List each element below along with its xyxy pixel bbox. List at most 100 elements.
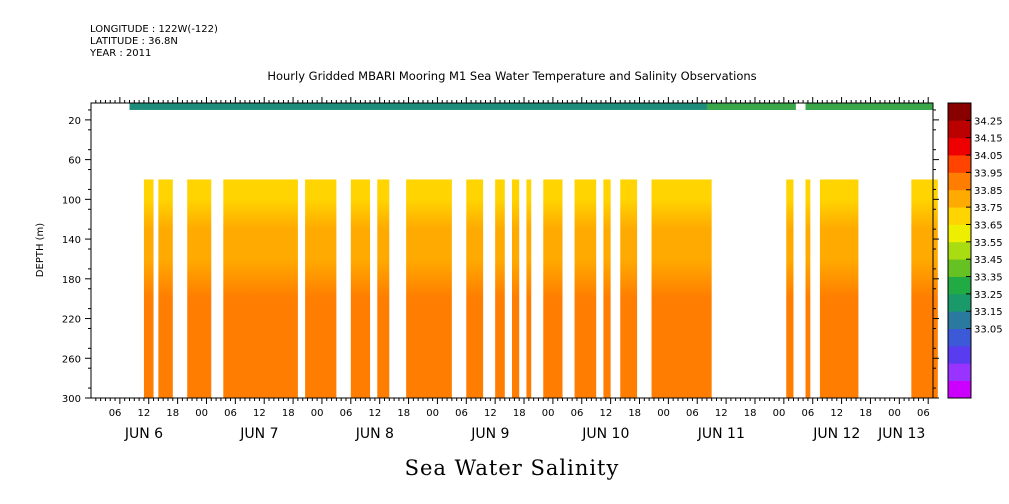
colorbar-swatch [948,328,971,347]
colorbar-swatch [948,155,971,173]
data-segment-9 [495,179,505,398]
plot-area [129,103,938,398]
x-hour-label: 06 [224,408,237,419]
colorbar-label: 33.05 [974,325,1003,336]
colorbar-label: 33.65 [974,220,1003,231]
x-hour-label: 18 [166,408,179,419]
x-hour-label: 18 [397,408,410,419]
x-hour-label: 12 [369,408,382,419]
x-hour-label: 06 [455,408,468,419]
data-segment-12 [543,179,563,398]
data-segment-16 [651,179,712,398]
x-hour-label: 12 [830,408,843,419]
data-segment-10 [512,179,520,398]
y-axis-label: DEPTH (m) [35,223,46,277]
chart-title: Hourly Gridded MBARI Mooring M1 Sea Wate… [267,69,756,83]
x-hour-label: 18 [744,408,757,419]
data-segment-0 [143,179,154,398]
data-segment-18 [805,179,811,398]
colorbar-label: 33.85 [974,186,1003,197]
x-day-label: JUN 9 [470,426,509,442]
x-hour-label: 12 [599,408,612,419]
x-hour-label: 06 [917,408,930,419]
colorbar-swatch [948,259,971,277]
data-segment-4 [305,179,337,398]
x-hour-label: 06 [802,408,815,419]
colorbar-swatch [948,224,971,243]
surface-salinity-band-east [706,103,933,110]
surface-gap [795,103,806,110]
y-tick-label: 300 [62,394,81,405]
data-segment-13 [574,179,597,398]
x-hour-label: 00 [773,408,786,419]
latitude-label: LATITUDE : 36.8N [90,36,178,47]
x-hour-label: 06 [340,408,353,419]
x-hour-label: 06 [686,408,699,419]
data-segment-19 [819,179,859,398]
colorbar-swatch [948,189,971,208]
colorbar-swatch [948,345,971,364]
x-hour-label: 18 [513,408,526,419]
x-day-label: JUN 6 [124,426,163,442]
data-segment-17 [786,179,794,398]
colorbar-label: 33.45 [974,255,1003,266]
y-tick-label: 60 [68,156,81,167]
colorbar-label: 33.15 [974,307,1003,318]
colorbar-frame [947,102,972,399]
x-hour-label: 00 [657,408,670,419]
x-hour-label: 12 [715,408,728,419]
data-segment-11 [526,179,532,398]
y-tick-label: 180 [62,275,81,286]
x-day-label: JUN 7 [239,426,278,442]
colorbar-label: 33.55 [974,238,1003,249]
colorbar-swatch [948,311,971,329]
axes: 20 60 100 140 180 220 260 300 06 12 18 00 06 12 18 00 06… [62,97,939,442]
colorbar-swatch [948,363,971,382]
data-segment-15 [620,179,638,398]
y-tick-label: 260 [62,354,81,365]
x-hour-label: 06 [109,408,122,419]
colorbar-swatch [948,103,971,121]
surface-salinity-band [129,103,933,110]
colorbar: 34.25 34.15 34.05 33.95 33.85 33.75 33.65 33.55… [947,102,1003,399]
x-hour-label: 12 [253,408,266,419]
x-hour-label: 06 [571,408,584,419]
x-day-label: JUN 10 [581,426,629,442]
x-hour-label: 12 [484,408,497,419]
x-day-label: JUN 12 [812,426,860,442]
longitude-label: LONGITUDE : 122W(-122) [90,24,218,35]
year-label: YEAR : 2011 [90,48,152,59]
data-segment-8 [466,179,484,398]
data-segment-3 [223,179,298,398]
data-segment-5 [350,179,371,398]
x-hour-label: 00 [888,408,901,419]
colorbar-label: 33.25 [974,290,1003,301]
x-hour-label: 00 [311,408,324,419]
data-segment-2 [187,179,212,398]
data-segment-1 [158,179,173,398]
colorbar-swatch [948,172,971,191]
colorbar-swatch [948,137,971,156]
x-hour-label: 00 [195,408,208,419]
colorbar-swatch [948,276,971,295]
variable-caption: Sea Water Salinity [405,456,620,480]
data-segment-6 [377,179,390,398]
colorbar-swatch [948,207,971,225]
colorbar-label: 33.75 [974,203,1003,214]
colorbar-swatch [948,241,971,260]
x-day-label: JUN 11 [697,426,745,442]
x-hour-label: 18 [628,408,641,419]
data-segment-7 [406,179,452,398]
colorbar-label: 34.25 [974,116,1003,127]
colorbar-label: 34.05 [974,151,1003,162]
x-hour-label: 18 [859,408,872,419]
x-hour-label: 18 [282,408,295,419]
x-day-label: JUN 8 [355,426,394,442]
x-hour-label: 00 [542,408,555,419]
colorbar-label: 33.95 [974,168,1003,179]
data-segment-14 [603,179,611,398]
y-tick-label: 100 [62,195,81,206]
colorbar-swatch [948,380,971,399]
y-tick-label: 220 [62,315,81,326]
